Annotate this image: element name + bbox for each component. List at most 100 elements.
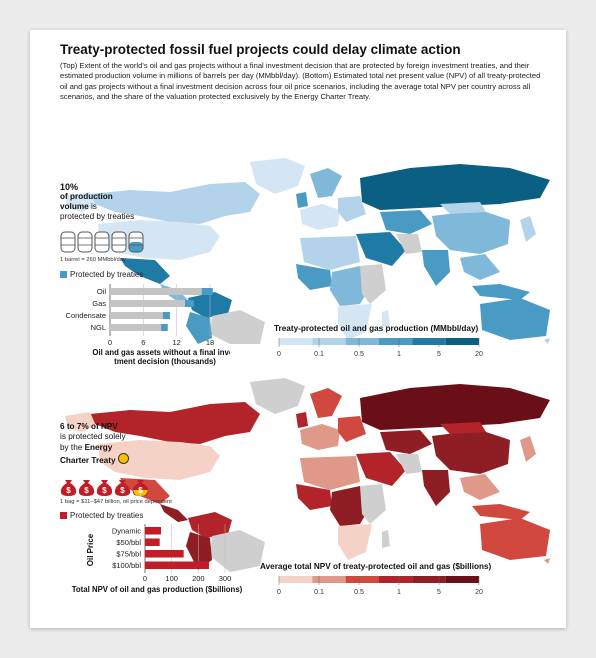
top-legend: Protected by treaties xyxy=(60,270,143,279)
bar-total xyxy=(110,300,185,307)
top-stat-percent: 10% xyxy=(60,182,79,192)
scale-swatch xyxy=(345,338,379,345)
map-greenland xyxy=(250,158,305,194)
bar-protected xyxy=(145,561,209,569)
map-north-africa xyxy=(300,236,360,270)
x-tick-label: 18 xyxy=(206,338,214,347)
map-canada xyxy=(90,402,260,444)
scale-tick-label: 1 xyxy=(397,351,401,358)
x-tick-label: 0 xyxy=(108,338,112,347)
map-west-africa xyxy=(296,484,332,510)
figure-title: Treaty-protected fossil fuel projects co… xyxy=(60,42,461,57)
map-north-africa xyxy=(300,456,360,490)
ect-marker-icon xyxy=(117,453,129,465)
x-tick-label: 12 xyxy=(172,338,180,347)
bottom-stat-line3b: Energy xyxy=(84,442,113,452)
barrel-icon xyxy=(77,231,93,253)
bar-total xyxy=(110,312,163,319)
money-bag-icon: $ xyxy=(60,480,77,496)
bottom-stat: 6 to 7% of NPV is protected solely by th… xyxy=(60,422,180,467)
scale-tick-label: 0 xyxy=(277,589,281,596)
figure-subtitle: (Top) Extent of the world’s oil and gas … xyxy=(60,61,541,101)
map-mongolia xyxy=(440,202,486,214)
map-mongolia xyxy=(440,422,486,434)
scale-swatch xyxy=(345,576,379,583)
map-madagascar xyxy=(382,310,390,328)
map-western-europe xyxy=(300,204,340,230)
scale-tick-label: 0.5 xyxy=(354,351,364,358)
map-indonesia xyxy=(472,284,530,300)
x-axis-title: Total NPV of oil and gas production ($bi… xyxy=(72,585,243,594)
money-bag-icons: $ $ $ $ $ xyxy=(60,480,149,496)
bottom-map-title: Average total NPV of treaty-protected oi… xyxy=(260,562,492,571)
map-peru-ecuador xyxy=(186,312,212,344)
map-scandinavia xyxy=(310,388,342,418)
y-axis-title: Oil Price xyxy=(86,533,95,566)
scale-swatch xyxy=(279,338,313,345)
map-iran xyxy=(396,454,422,474)
map-southern-africa xyxy=(338,524,372,560)
category-label: Gas xyxy=(92,299,106,308)
scale-swatch xyxy=(379,338,413,345)
figure-card: Treaty-protected fossil fuel projects co… xyxy=(30,30,566,628)
top-stat: 10% of production volume is protected by… xyxy=(60,182,170,222)
scale-swatch xyxy=(312,338,346,345)
barrel-icon xyxy=(94,231,110,253)
map-china xyxy=(432,210,510,254)
map-new-zealand xyxy=(544,338,550,344)
scale-tick-label: 20 xyxy=(475,589,483,596)
bar-protected xyxy=(145,527,161,535)
top-map-title: Treaty-protected oil and gas production … xyxy=(274,324,479,333)
barrel-icon xyxy=(60,231,76,253)
map-alaska xyxy=(65,412,96,432)
bar-total xyxy=(110,288,202,295)
map-japan xyxy=(520,216,536,242)
scale-swatch xyxy=(379,576,413,583)
map-colombia-venezuela xyxy=(188,512,232,538)
map-india xyxy=(422,470,450,506)
x-tick-label: 300 xyxy=(219,574,232,583)
map-russia xyxy=(360,384,550,430)
top-stat-line3: volume xyxy=(60,202,89,211)
top-stat-line2: of production xyxy=(60,192,113,201)
legend-swatch-red xyxy=(60,512,67,519)
top-stat-line4: protected by treaties xyxy=(60,212,135,221)
map-middle-east xyxy=(356,232,406,266)
map-brazil xyxy=(210,530,265,572)
money-bag-icon-ect: $ xyxy=(132,480,149,496)
bar-total xyxy=(110,324,162,331)
scale-tick-label: 5 xyxy=(437,589,441,596)
map-canada xyxy=(90,182,260,224)
bag-note: 1 bag = $11–$47 billion, oil price depen… xyxy=(60,499,172,505)
x-axis-title: Oil and gas assets without a final inves xyxy=(92,348,230,357)
map-southeast-asia xyxy=(460,474,500,500)
scale-tick-label: 5 xyxy=(437,351,441,358)
svg-text:$: $ xyxy=(84,486,89,495)
scale-swatch xyxy=(279,576,313,583)
scale-swatch xyxy=(412,338,446,345)
category-label: $100/bbl xyxy=(112,561,141,570)
bottom-bar-chart: 0 100 200 300 Dynamic $50/bbl $75/bbl $100/bbl O… xyxy=(72,524,243,594)
category-label: Oil xyxy=(97,287,107,296)
map-kazakhstan xyxy=(380,210,432,234)
barrel-icon xyxy=(111,231,127,253)
map-indonesia xyxy=(472,504,530,520)
category-label: Dynamic xyxy=(112,527,141,536)
scale-tick-label: 20 xyxy=(475,351,483,358)
top-bar-chart: 0 6 12 18 Oil Gas Condensate NGL Oil and gas ass… xyxy=(66,284,230,366)
map-madagascar xyxy=(382,530,390,548)
bottom-stat-line4: Charter Treaty xyxy=(60,456,116,466)
scale-tick-label: 0.1 xyxy=(314,589,324,596)
map-kazakhstan xyxy=(380,430,432,454)
map-uk xyxy=(296,192,308,208)
map-russia xyxy=(360,164,550,210)
map-alaska xyxy=(65,192,96,212)
map-usa xyxy=(98,440,220,480)
map-scandinavia xyxy=(310,168,342,198)
map-southeast-asia xyxy=(460,254,500,280)
scale-swatch xyxy=(445,338,479,345)
scale-swatch xyxy=(312,576,346,583)
top-legend-label: Protected by treaties xyxy=(70,270,144,279)
scale-tick-label: 1 xyxy=(397,589,401,596)
map-east-africa xyxy=(360,484,386,524)
